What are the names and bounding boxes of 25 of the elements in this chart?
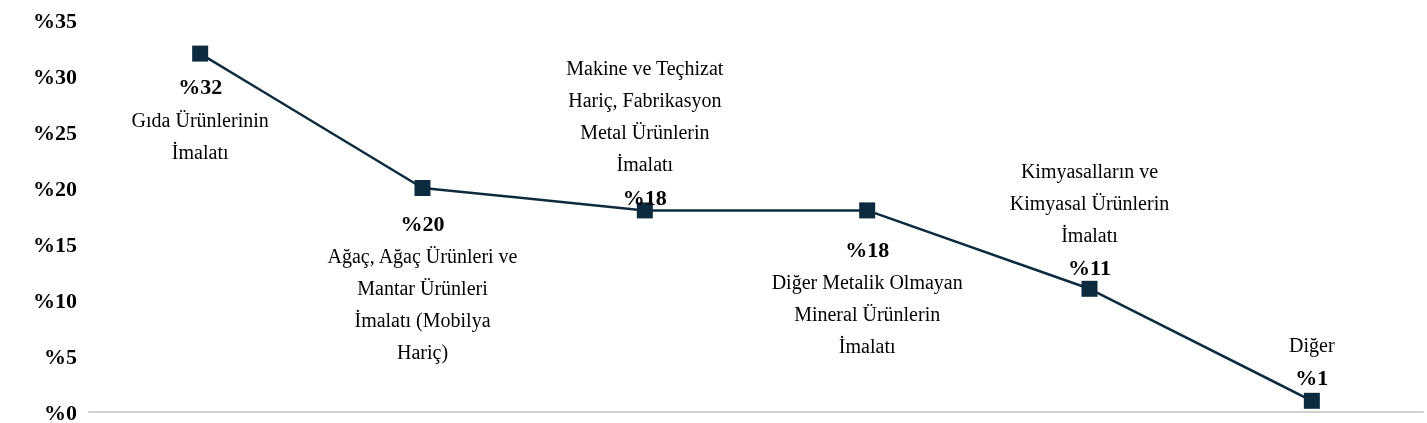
data-label: %18 (622, 184, 667, 210)
y-tick-label: %20 (33, 175, 77, 201)
x-tick-label: Diğer (1289, 333, 1335, 357)
point (414, 180, 431, 196)
data-label: %18 (845, 236, 890, 262)
y-tick-label: %15 (33, 231, 77, 257)
x-tick-label: Makine ve Teçhizat Hariç, Fabrikasyon Metal Ürünlerin İmalatı (566, 57, 724, 176)
x-tick-label: Kimyasalların ve Kimyasal Ürünlerin İmalatı (1009, 159, 1170, 246)
data-label: %32 (178, 74, 223, 100)
data-label: %11 (1068, 255, 1111, 281)
x-tick-label: Ağaç, Ağaç Ürünleri ve Mantar Ürünleri İmalatı (Mobilya Hariç) (327, 245, 518, 364)
point (859, 202, 876, 219)
y-tick-label: %0 (44, 399, 77, 423)
x-tick-label: Gıda Ürünlerinin İmalatı (131, 108, 269, 163)
point (1303, 392, 1320, 409)
y-tick-label: %25 (33, 119, 77, 145)
y-tick-label: %30 (33, 63, 77, 89)
y-tick-label: %10 (33, 287, 77, 313)
data-label: %20 (400, 210, 445, 236)
y-tick-label: %35 (33, 7, 77, 33)
point (192, 45, 209, 62)
data-label: %1 (1295, 365, 1329, 391)
y-tick-label: %5 (44, 343, 77, 369)
x-tick-label: Diğer Metalik Olmayan Mineral Ürünlerin İmalatı (771, 271, 963, 358)
point (1081, 280, 1098, 297)
